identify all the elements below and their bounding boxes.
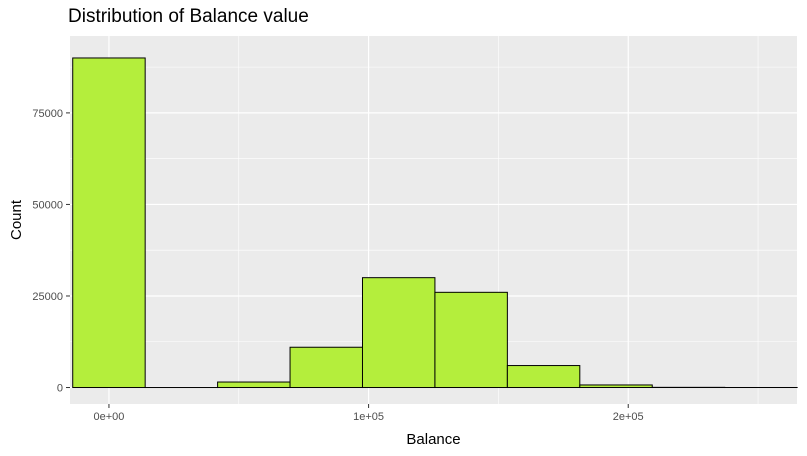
histogram-bar: [506, 365, 581, 389]
y-tick-label: 75000: [32, 108, 63, 120]
histogram-bar: [289, 346, 363, 389]
chart-title: Distribution of Balance value: [68, 6, 309, 27]
y-axis-ticks: 0 25000 50000 75000: [32, 108, 70, 395]
y-tick-label: 50000: [32, 199, 63, 211]
histogram-bar: [361, 277, 436, 389]
histogram-bars: [72, 57, 798, 389]
histogram-bar: [434, 291, 508, 389]
histogram-bar: [72, 57, 146, 389]
minor-gridlines: [70, 36, 797, 404]
histogram-bar: [217, 381, 291, 389]
y-axis-title: Count: [8, 199, 25, 240]
x-tick-label: 2e+05: [613, 411, 644, 423]
x-axis-ticks: 0e+00 1e+05 2e+05: [93, 404, 644, 423]
y-tick-label: 0: [57, 383, 63, 395]
histogram-bar: [579, 384, 653, 389]
x-axis-title: Balance: [406, 431, 460, 448]
x-tick-label: 0e+00: [93, 411, 124, 423]
x-tick-label: 1e+05: [353, 411, 384, 423]
y-tick-label: 25000: [32, 291, 63, 303]
